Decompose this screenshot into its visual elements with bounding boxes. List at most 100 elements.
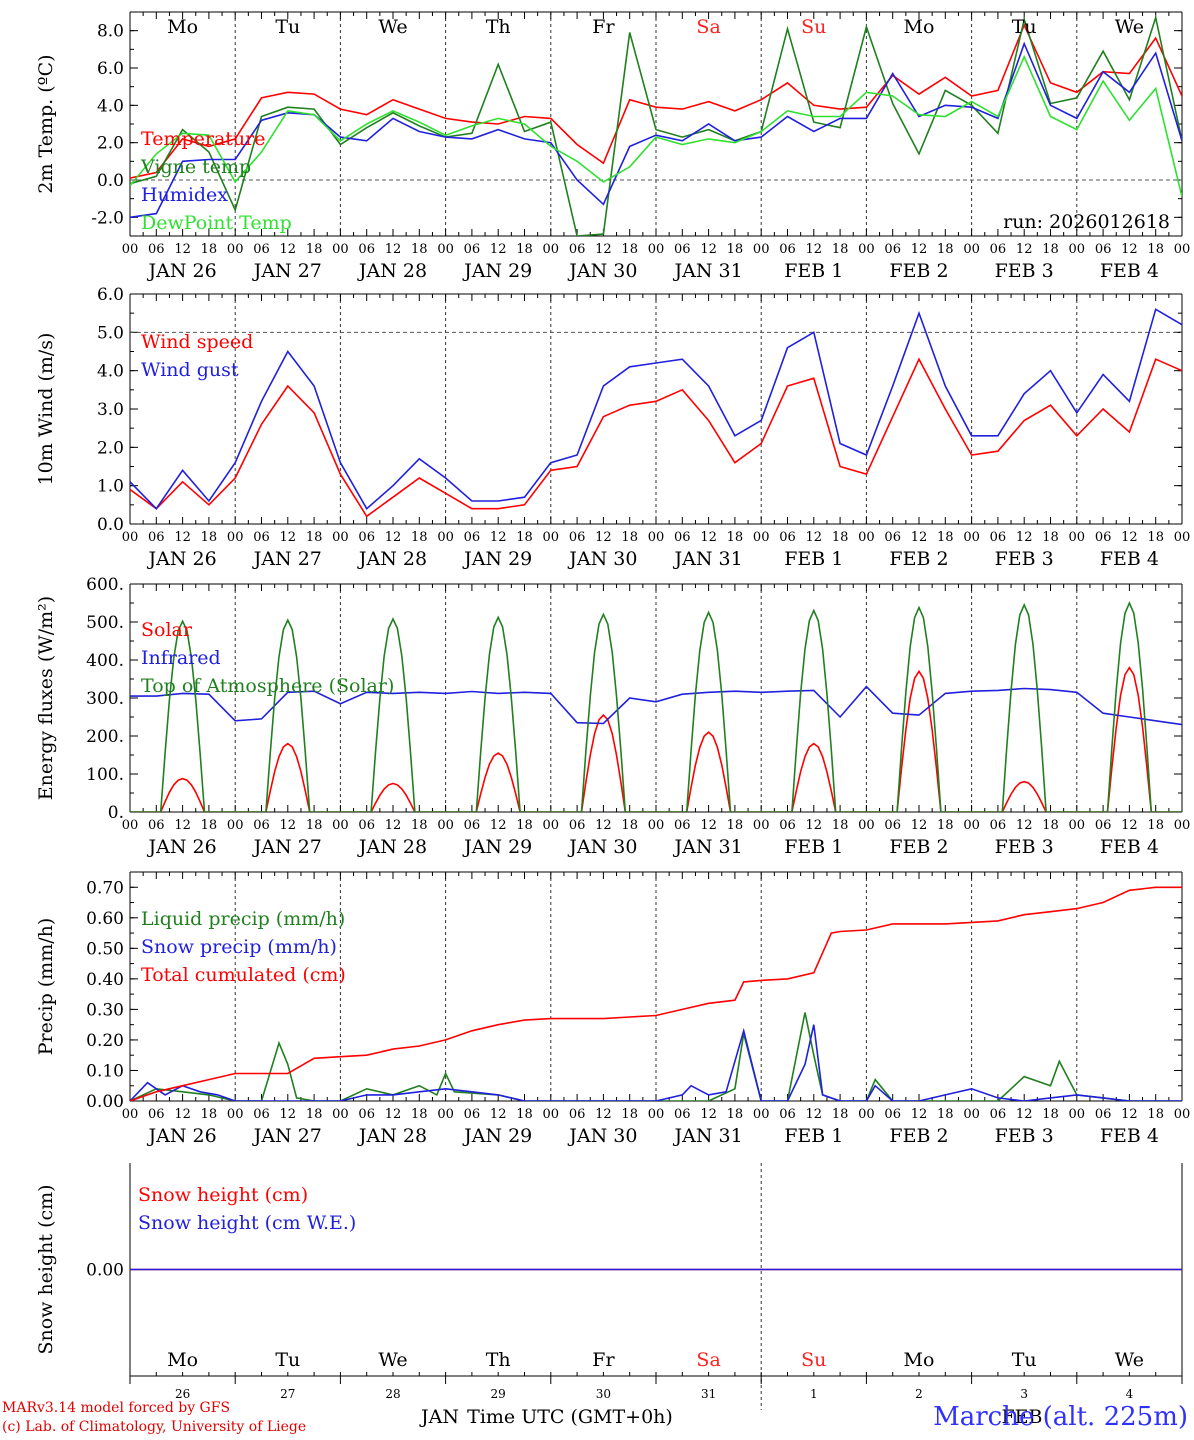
hour-tick-label: 12 <box>490 818 507 833</box>
y-tick-label: 2.0 <box>97 438 124 458</box>
legend-entry: Humidex <box>141 184 228 206</box>
hour-tick-label: 06 <box>464 530 481 545</box>
hour-tick-label: 00 <box>753 530 770 545</box>
hour-tick-label: 00 <box>122 530 139 545</box>
weekday-label: Tu <box>1012 1349 1037 1371</box>
hour-tick-label: 00 <box>858 1107 875 1122</box>
lab-credit: (c) Lab. of Climatology, University of L… <box>2 1419 307 1435</box>
day-number-label: 1 <box>810 1387 818 1401</box>
date-label: JAN 28 <box>357 548 427 570</box>
hour-tick-label: 18 <box>1042 818 1059 833</box>
series-line-wind-speed <box>130 357 1182 518</box>
date-label: FEB 2 <box>889 260 948 282</box>
hour-tick-label: 12 <box>911 242 928 257</box>
date-label: FEB 3 <box>995 836 1054 858</box>
series-line-top-of-atmosphere-solar- <box>130 600 1182 812</box>
date-label: JAN 27 <box>252 1125 322 1147</box>
panel-energy: 00 06 12 18 00 06 12 18 00 06 12 18 00 06 12 18 00 06 12 18… <box>35 575 1190 858</box>
series-line-temperature <box>130 23 1182 179</box>
hour-tick-label: 12 <box>174 530 191 545</box>
y-tick-label: 0. <box>108 803 124 823</box>
day-number-label: 3 <box>1020 1387 1028 1401</box>
date-label: JAN 26 <box>147 836 217 858</box>
series-line-dewpoint-temp <box>130 54 1182 197</box>
day-number-label: 31 <box>701 1387 716 1401</box>
hour-tick-label: 18 <box>306 242 323 257</box>
hour-tick-label: 06 <box>990 1107 1007 1122</box>
run-label: run: 2026012618 <box>1003 211 1170 233</box>
hour-tick-label: 06 <box>1095 530 1112 545</box>
hour-tick-label: 18 <box>621 1107 638 1122</box>
date-label: JAN 28 <box>357 1125 427 1147</box>
y-axis-title: 10m Wind (m/s) <box>35 333 57 486</box>
hour-tick-label: 00 <box>122 1107 139 1122</box>
y-tick-label: 0.60 <box>86 909 124 929</box>
weekday-label: We <box>1115 16 1144 38</box>
date-label: FEB 1 <box>784 836 843 858</box>
hour-tick-label: 00 <box>1069 818 1086 833</box>
hour-tick-label: 12 <box>385 530 402 545</box>
hour-tick-label: 18 <box>411 1107 428 1122</box>
hour-tick-label: 06 <box>253 818 270 833</box>
y-tick-label: 0.0 <box>97 515 124 535</box>
day-number-label: 26 <box>175 1387 190 1401</box>
hour-tick-label: 18 <box>937 1107 954 1122</box>
date-label: JAN 30 <box>567 260 637 282</box>
hour-tick-label: 12 <box>490 530 507 545</box>
hour-tick-label: 12 <box>385 242 402 257</box>
hour-tick-label: 00 <box>227 1107 244 1122</box>
hour-tick-label: 12 <box>490 242 507 257</box>
hour-tick-label: 12 <box>1016 242 1033 257</box>
date-label: FEB 3 <box>995 548 1054 570</box>
legend-entry: Infrared <box>141 647 221 669</box>
hour-tick-label: 06 <box>148 818 165 833</box>
hour-tick-label: 00 <box>858 818 875 833</box>
hour-tick-label: 12 <box>595 818 612 833</box>
weekday-label: Tu <box>275 1349 300 1371</box>
station-name: Marche (alt. 225m) <box>933 1402 1188 1432</box>
hour-tick-label: 06 <box>464 242 481 257</box>
hour-tick-label: 18 <box>727 818 744 833</box>
hour-tick-label: 18 <box>727 242 744 257</box>
hour-tick-label: 12 <box>700 818 717 833</box>
hour-tick-label: 06 <box>779 242 796 257</box>
weekday-label: Fr <box>592 16 615 38</box>
y-tick-label: 4.0 <box>97 96 124 116</box>
hour-tick-label: 12 <box>806 530 823 545</box>
hour-tick-label: 00 <box>648 1107 665 1122</box>
hour-tick-label: 06 <box>674 818 691 833</box>
y-tick-label: 6.0 <box>97 59 124 79</box>
legend-entry: DewPoint Temp <box>141 212 292 234</box>
hour-tick-label: 06 <box>358 1107 375 1122</box>
hour-tick-label: 00 <box>963 1107 980 1122</box>
weekday-label: Sa <box>696 1349 720 1371</box>
y-tick-label: 0.40 <box>86 970 124 990</box>
hour-tick-label: 00 <box>437 818 454 833</box>
y-tick-label: 5.0 <box>97 323 124 343</box>
x-axis-title: Time UTC (GMT+0h) <box>467 1406 673 1428</box>
hour-tick-label: 00 <box>753 1107 770 1122</box>
panel-wind: 00 06 12 18 00 06 12 18 00 06 12 18 00 06 12 18 00 06 12 18… <box>35 285 1190 570</box>
hour-tick-label: 06 <box>569 1107 586 1122</box>
panel-precip: 00 06 12 18 00 06 12 18 00 06 12 18 00 06 12 18 00 06 12 18… <box>35 871 1190 1147</box>
hour-tick-label: 18 <box>727 1107 744 1122</box>
weekday-label: We <box>378 16 407 38</box>
hour-tick-label: 12 <box>1121 242 1138 257</box>
y-tick-label: 0.00 <box>86 1092 124 1112</box>
hour-tick-label: 18 <box>1042 1107 1059 1122</box>
hour-tick-label: 12 <box>490 1107 507 1122</box>
hour-tick-label: 00 <box>648 242 665 257</box>
legend-entry: Snow precip (mm/h) <box>141 936 337 958</box>
hour-tick-label: 12 <box>806 1107 823 1122</box>
hour-tick-label: 12 <box>595 242 612 257</box>
legend-entry: Top of Atmosphere (Solar) <box>141 675 394 697</box>
date-label: FEB 2 <box>889 1125 948 1147</box>
weekday-label: Fr <box>592 1349 615 1371</box>
hour-tick-label: 00 <box>437 242 454 257</box>
hour-tick-label: 12 <box>174 1107 191 1122</box>
hour-tick-label: 18 <box>411 818 428 833</box>
hour-tick-label: 06 <box>358 530 375 545</box>
date-label: JAN 30 <box>567 548 637 570</box>
hour-tick-label: 18 <box>516 530 533 545</box>
hour-tick-label: 18 <box>937 530 954 545</box>
